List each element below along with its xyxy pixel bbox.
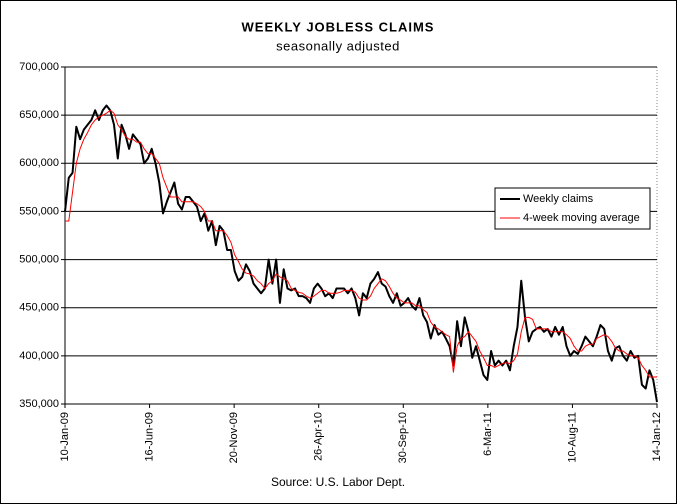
x-tick-label: 16-Jun-09 xyxy=(143,412,155,462)
x-tick-label: 30-Sep-10 xyxy=(397,412,409,463)
y-tick-label: 600,000 xyxy=(19,157,59,169)
y-tick-label: 700,000 xyxy=(19,61,59,73)
x-tick-label: 6-Mar-11 xyxy=(482,412,494,456)
legend-label: Weekly claims xyxy=(523,193,594,205)
x-tick-label: 10-Aug-11 xyxy=(566,412,578,463)
y-tick-label: 550,000 xyxy=(19,205,59,217)
y-tick-label: 400,000 xyxy=(19,350,59,362)
y-tick-label: 500,000 xyxy=(19,253,59,265)
series-line xyxy=(65,109,657,378)
chart-subtitle: seasonally adjusted xyxy=(276,38,400,53)
x-tick-label: 26-Apr-10 xyxy=(313,412,325,461)
x-tick-label: 10-Jan-09 xyxy=(59,412,71,462)
legend: Weekly claims 4-week moving average xyxy=(494,187,651,230)
x-tick-label: 20-Nov-09 xyxy=(228,412,240,463)
y-tick-label: 650,000 xyxy=(19,109,59,121)
y-tick-label: 450,000 xyxy=(19,302,59,314)
y-tick-label: 350,000 xyxy=(19,398,59,410)
series-line xyxy=(64,104,658,403)
x-tick-label: 14-Jan-12 xyxy=(651,412,663,462)
legend-label: 4-week moving average xyxy=(523,212,640,224)
legend-box xyxy=(494,187,651,230)
source-note: Source: U.S. Labor Dept. xyxy=(271,475,405,489)
chart-title: WEEKLY JOBLESS CLAIMS xyxy=(242,19,435,34)
